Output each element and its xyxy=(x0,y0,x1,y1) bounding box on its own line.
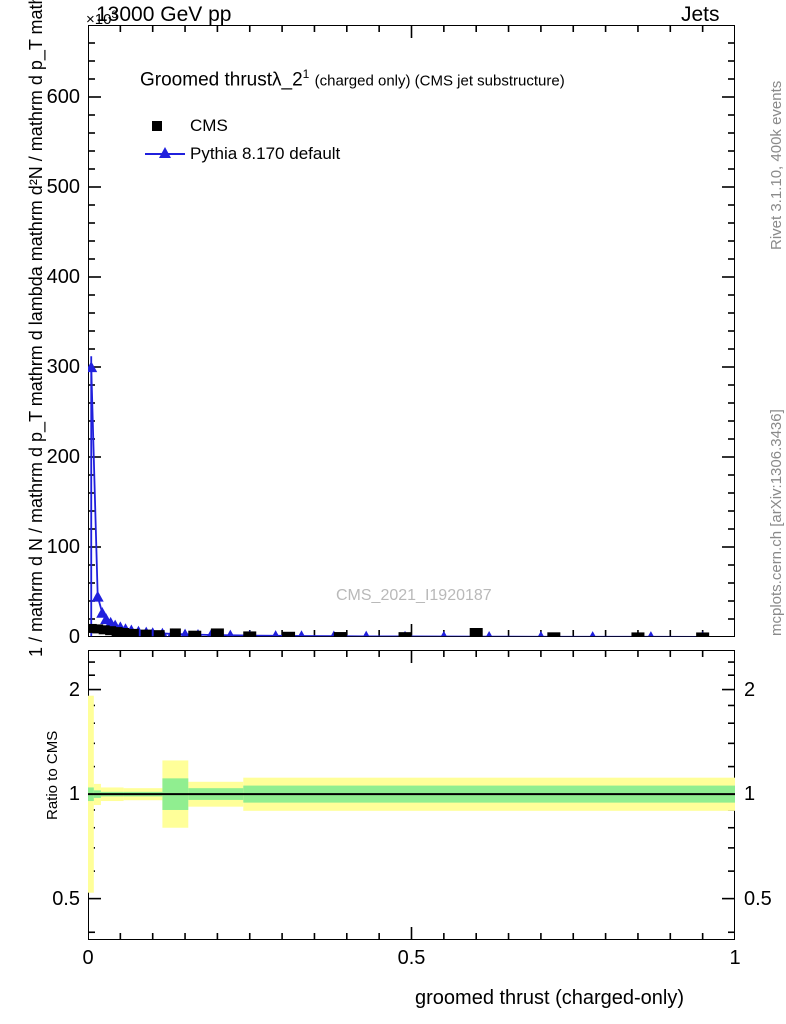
generator-caption: Rivet 3.1.10, 400k events xyxy=(768,80,785,250)
square-marker-icon xyxy=(152,121,162,131)
x-axis-tick-label: 1 xyxy=(729,947,741,969)
y-axis-tick-label: 600 xyxy=(46,86,80,108)
ratio-y-axis-tick-label: 2 xyxy=(68,678,80,701)
y-axis-tick-label: 500 xyxy=(46,176,80,198)
analysis-id-watermark: CMS_2021_I1920187 xyxy=(336,587,492,604)
ratio-y-axis-title: Ratio to CMS xyxy=(44,730,61,820)
y-axis-title-wrap: 1 / mathrm d N / mathrm d p_T mathrm d l… xyxy=(0,0,60,657)
y-axis-tick-label: 0 xyxy=(68,626,80,648)
plot-title: Groomed thrustλ_21 (charged only) (CMS j… xyxy=(140,67,565,91)
y-axis-tick-label: 400 xyxy=(46,266,80,288)
analysis-category-label: Jets xyxy=(681,3,720,26)
x-axis-tick-label: 0 xyxy=(82,947,94,969)
beam-energy-label: 13000 GeV pp xyxy=(96,3,232,26)
y-axis-tick-label: 200 xyxy=(46,446,80,468)
ratio-y-axis-tick-label: 0.5 xyxy=(52,887,80,910)
x-axis-tick-label: 0.5 xyxy=(397,947,426,969)
y-axis-tick-label: 300 xyxy=(46,356,80,378)
main-plot-canvas xyxy=(88,25,735,637)
ratio-y-axis-tick-label: 1 xyxy=(68,783,80,806)
source-caption: mcplots.cern.ch [arXiv:1306.3436] xyxy=(768,409,785,636)
ratio-y-axis-tick-label-right: 2 xyxy=(744,678,756,701)
legend-label: Pythia 8.170 default xyxy=(190,144,341,163)
y-axis-title: 1 / mathrm d N / mathrm d p_T mathrm d l… xyxy=(26,0,46,657)
x-axis-title: groomed thrust (charged-only) xyxy=(415,987,685,1009)
triangle-marker-icon xyxy=(159,147,171,158)
ratio-y-axis-tick-label-right: 1 xyxy=(744,783,756,806)
ratio-plot-canvas xyxy=(88,650,735,940)
legend-label: CMS xyxy=(190,116,228,135)
y-axis-exponent: ×103 xyxy=(86,9,118,28)
ratio-y-axis-tick-label-right: 0.5 xyxy=(744,887,772,910)
y-axis-tick-label: 100 xyxy=(46,536,80,558)
